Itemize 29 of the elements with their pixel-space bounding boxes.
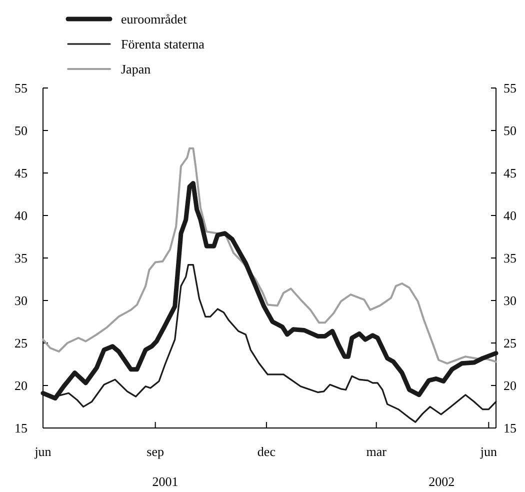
y-tick-label: 15	[14, 420, 28, 436]
text: 2001	[152, 474, 178, 489]
y-tick-label: 30	[14, 293, 28, 308]
y-tick-label: 20	[14, 378, 28, 394]
y2-tick-label: 45	[504, 166, 516, 181]
y-tick-label: 55	[14, 80, 28, 96]
y2-tick-label: 40	[504, 208, 516, 224]
y-tick-label: 45	[14, 166, 28, 181]
legend-label: Förenta staterna	[121, 36, 205, 52]
y2-tick-label: 25	[504, 336, 516, 351]
text: 2002	[428, 474, 455, 489]
y-tick-label: 50	[14, 123, 28, 138]
y2-tick-label: 15	[504, 420, 516, 436]
y-tick-label: 25	[14, 336, 28, 351]
y-tick-label: 40	[14, 208, 28, 224]
y2-tick-label: 50	[504, 123, 516, 138]
y2-tick-label: 20	[504, 378, 516, 394]
y2-tick-label: 35	[504, 250, 516, 266]
legend-label: Japan	[121, 62, 152, 77]
y-tick-label: 35	[14, 250, 28, 266]
x-tick-label: jun	[479, 444, 498, 459]
line-series	[42, 147, 497, 364]
y2-tick-label: 30	[504, 293, 516, 308]
x-tick-label: jun	[34, 444, 52, 459]
x-tick-label: dec	[257, 444, 276, 459]
x-tick-label: mar	[366, 444, 388, 459]
y2-tick-label: 55	[504, 80, 516, 96]
x-tick-label: sep	[146, 444, 164, 459]
legend-label: euroområdet	[121, 12, 188, 27]
